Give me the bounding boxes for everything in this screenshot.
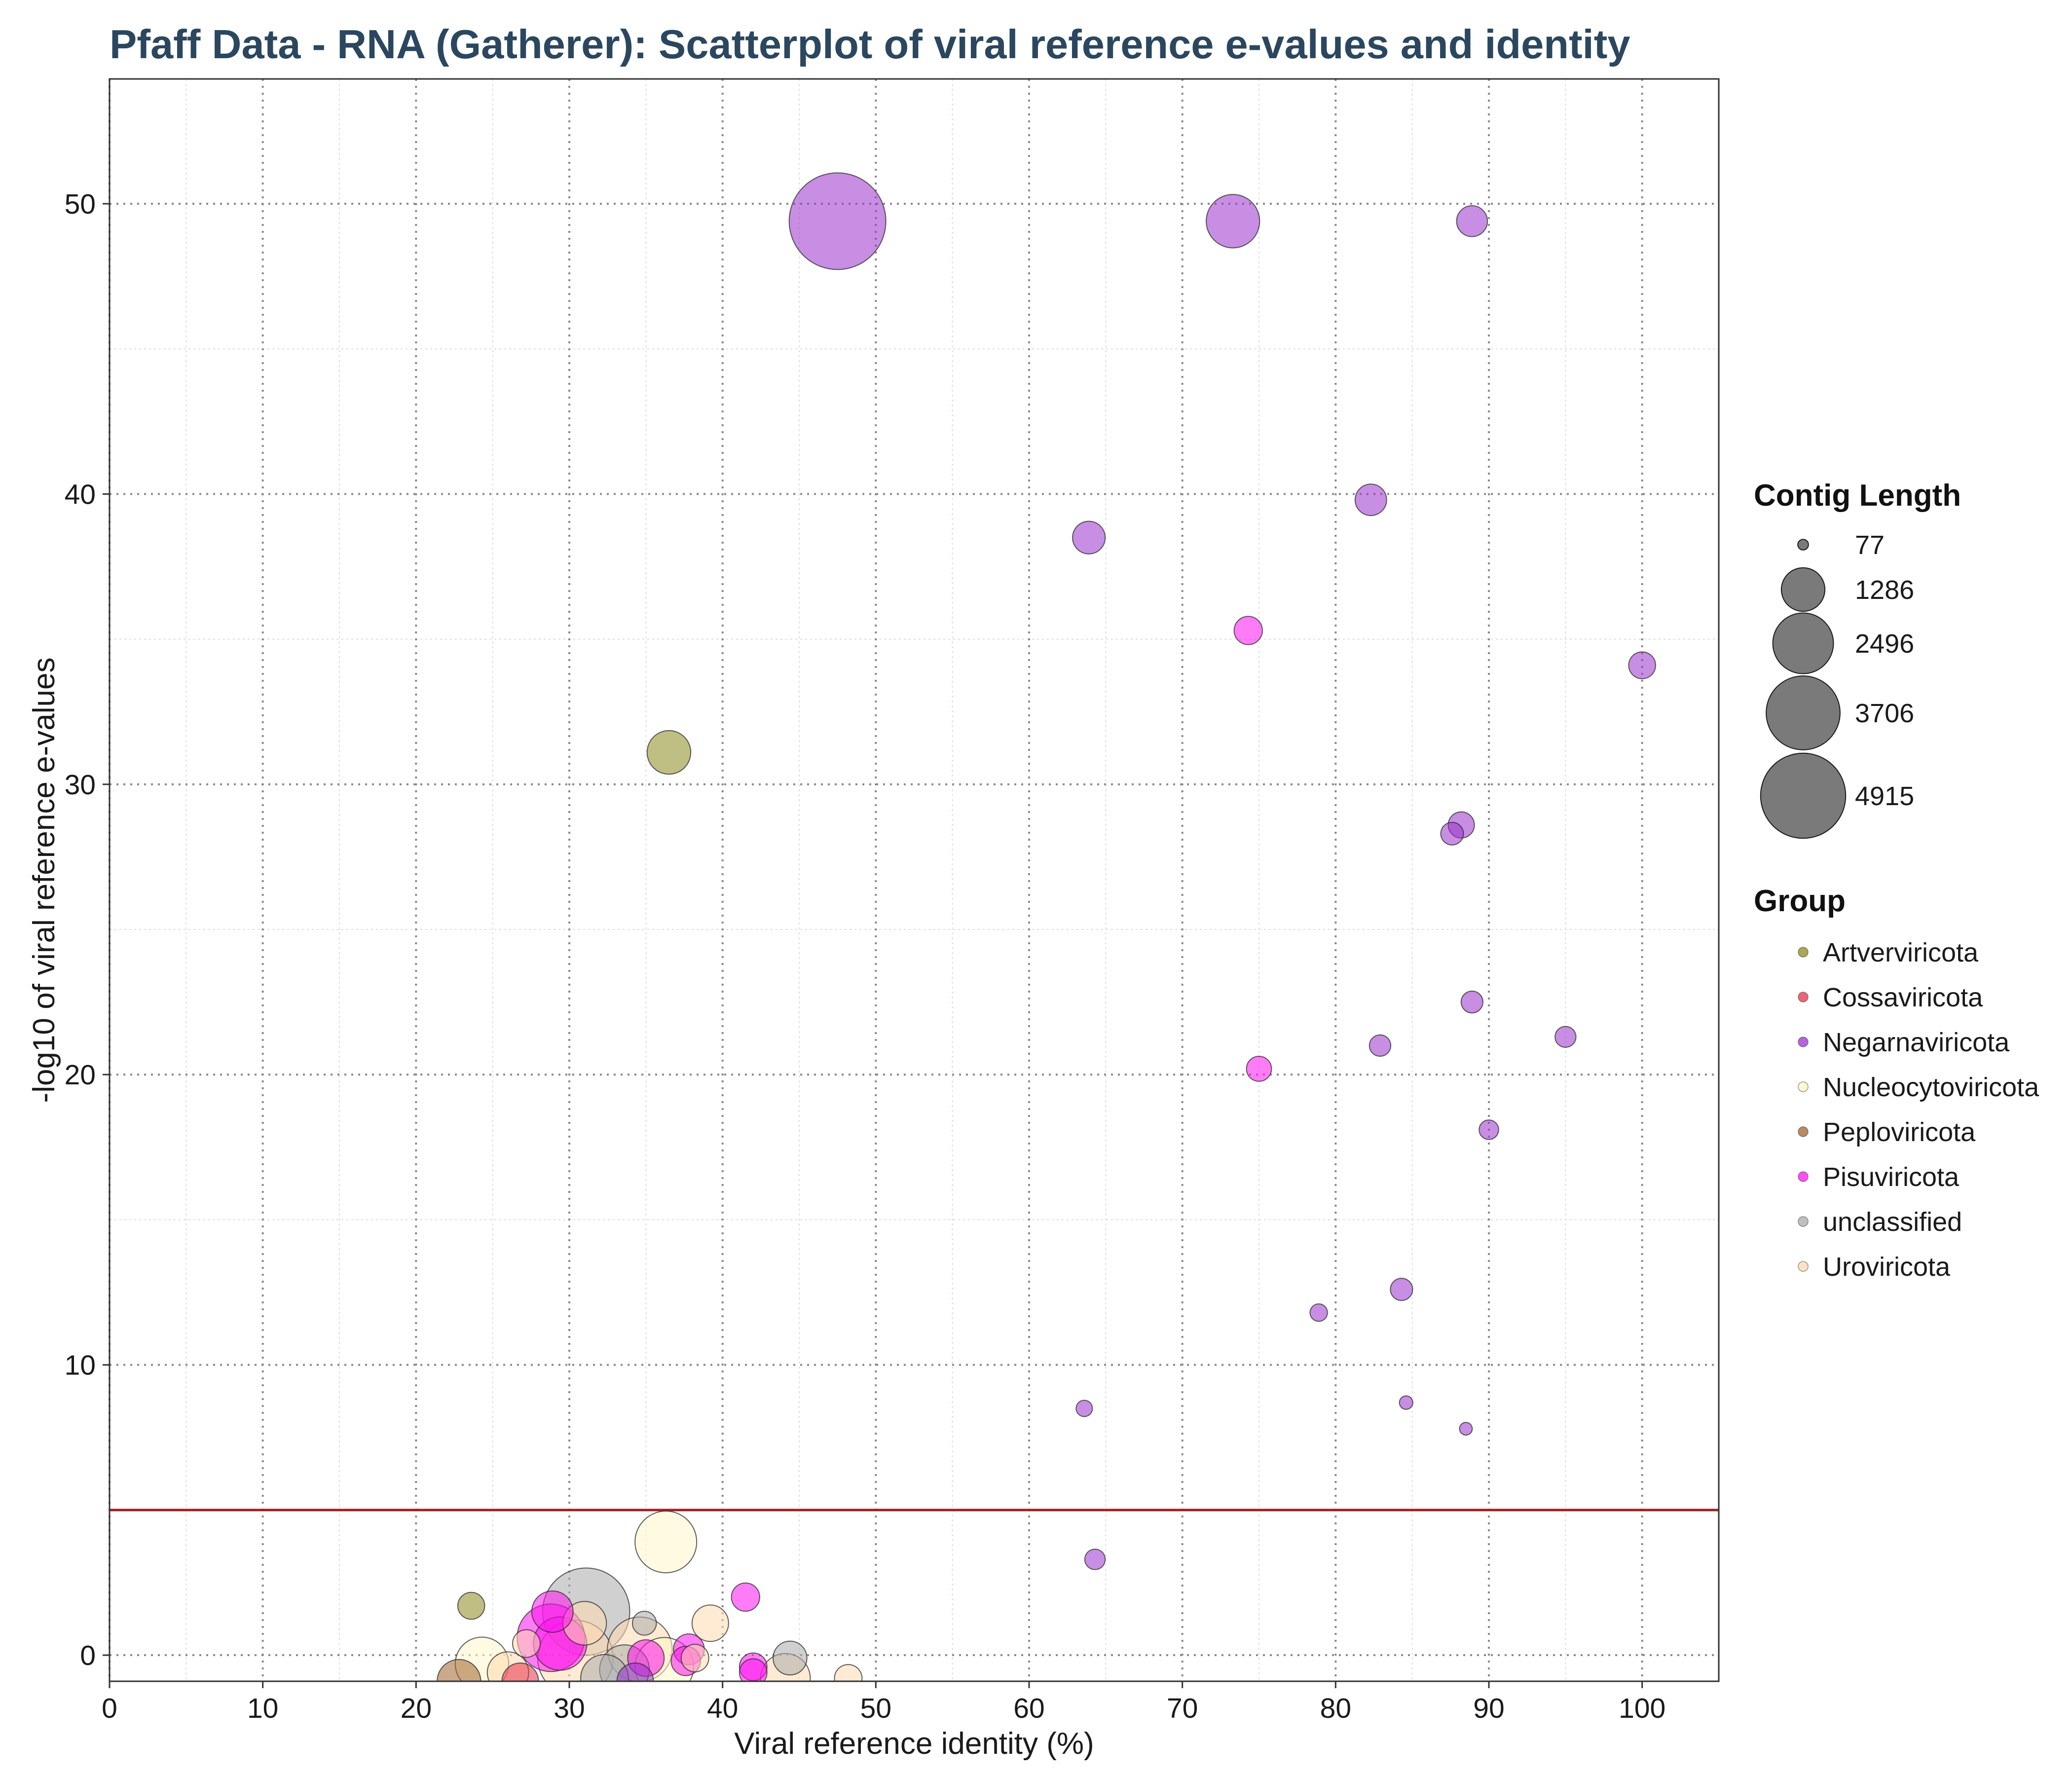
x-tick-label: 0 bbox=[102, 1693, 117, 1724]
size-legend-key bbox=[1772, 612, 1834, 674]
data-point bbox=[788, 172, 887, 270]
data-point bbox=[773, 1640, 808, 1676]
size-legend: Contig Length 77 1286 2496 3706 4915 bbox=[1754, 479, 1961, 839]
x-tick-label: 90 bbox=[1473, 1693, 1504, 1724]
data-point bbox=[731, 1582, 760, 1612]
data-point bbox=[1390, 1278, 1413, 1301]
data-point bbox=[1369, 1034, 1392, 1057]
group-legend-label: Cossaviricota bbox=[1823, 983, 1983, 1012]
x-tick-label: 10 bbox=[247, 1693, 278, 1724]
data-point bbox=[512, 1629, 541, 1658]
data-point bbox=[1072, 520, 1106, 555]
group-legend-label: Uroviricota bbox=[1823, 1252, 1951, 1282]
size-legend-label: 3706 bbox=[1855, 699, 1914, 728]
data-point bbox=[1479, 1119, 1499, 1140]
data-point bbox=[1554, 1026, 1577, 1048]
size-legend-key bbox=[1760, 752, 1847, 839]
x-tick-label: 80 bbox=[1320, 1693, 1351, 1724]
data-point bbox=[1459, 1422, 1473, 1436]
group-legend-label: Nucleocytoviricota bbox=[1823, 1073, 2039, 1102]
x-tick-label: 30 bbox=[554, 1693, 585, 1724]
data-point bbox=[1460, 991, 1483, 1014]
group-legend-title: Group bbox=[1754, 884, 1846, 918]
group-legend-key bbox=[1798, 1126, 1809, 1137]
group-legend: Group Artverviricota Cossaviricota Negarna… bbox=[1754, 884, 2039, 1282]
size-legend-label: 2496 bbox=[1855, 629, 1914, 659]
size-legend-label: 1286 bbox=[1855, 575, 1914, 605]
size-legend-title: Contig Length bbox=[1754, 479, 1961, 513]
group-legend-label: Peploviricota bbox=[1823, 1117, 1976, 1147]
data-point bbox=[691, 1604, 729, 1642]
data-point bbox=[634, 1511, 698, 1574]
group-legend-key bbox=[1798, 1171, 1809, 1182]
data-point bbox=[1309, 1303, 1328, 1322]
y-tick-label: 30 bbox=[65, 769, 96, 801]
x-axis: 0 10 20 30 40 50 60 70 80 90 100 bbox=[102, 1681, 1665, 1724]
data-point bbox=[834, 1664, 863, 1681]
data-point bbox=[1233, 616, 1263, 645]
data-point bbox=[501, 1663, 539, 1681]
data-point bbox=[1628, 651, 1656, 679]
plot-border bbox=[109, 78, 1720, 1682]
size-legend-label: 77 bbox=[1855, 530, 1885, 560]
y-axis-title: -log10 of viral reference e-values bbox=[27, 658, 61, 1103]
y-tick-label: 20 bbox=[65, 1059, 96, 1091]
group-legend-key bbox=[1798, 1261, 1809, 1272]
data-point bbox=[646, 730, 692, 775]
y-axis: 0 10 20 30 40 50 bbox=[65, 188, 110, 1671]
plot-area bbox=[110, 79, 1719, 1681]
x-tick-label: 20 bbox=[401, 1693, 432, 1724]
x-tick-label: 60 bbox=[1013, 1693, 1044, 1724]
size-legend-key bbox=[1766, 675, 1841, 750]
data-point bbox=[1354, 483, 1387, 517]
group-legend-label: Pisuviricota bbox=[1823, 1162, 1960, 1192]
y-tick-label: 40 bbox=[65, 479, 96, 510]
group-legend-label: Negarnaviricota bbox=[1823, 1028, 2010, 1057]
data-point bbox=[1440, 821, 1464, 846]
data-point bbox=[531, 1590, 574, 1633]
chart-title: Pfaff Data - RNA (Gatherer): Scatterplot… bbox=[110, 21, 1630, 67]
x-tick-label: 70 bbox=[1167, 1693, 1198, 1724]
group-legend-key bbox=[1798, 947, 1809, 958]
data-point bbox=[457, 1591, 485, 1620]
x-tick-label: 40 bbox=[707, 1693, 738, 1724]
data-points bbox=[437, 172, 1656, 1681]
group-legend-key bbox=[1798, 1081, 1809, 1092]
data-point bbox=[616, 1663, 654, 1681]
group-legend-key bbox=[1798, 1036, 1809, 1047]
group-legend-label: Artverviricota bbox=[1823, 938, 1979, 967]
x-tick-label: 100 bbox=[1619, 1693, 1665, 1724]
group-legend-key bbox=[1798, 1216, 1809, 1227]
x-tick-label: 50 bbox=[860, 1693, 891, 1724]
size-legend-key bbox=[1780, 567, 1826, 612]
data-point bbox=[1075, 1400, 1093, 1417]
data-point bbox=[1246, 1056, 1272, 1082]
data-point bbox=[1456, 205, 1488, 237]
data-point bbox=[1084, 1549, 1106, 1570]
size-legend-label: 4915 bbox=[1855, 781, 1914, 811]
data-point bbox=[680, 1643, 709, 1672]
y-tick-label: 50 bbox=[65, 188, 96, 220]
y-tick-label: 0 bbox=[80, 1640, 96, 1671]
data-point bbox=[739, 1658, 768, 1681]
data-point bbox=[632, 1611, 657, 1636]
size-legend-key bbox=[1797, 539, 1809, 551]
group-legend-key bbox=[1798, 992, 1809, 1002]
data-point bbox=[1399, 1395, 1413, 1410]
y-tick-label: 10 bbox=[65, 1350, 96, 1381]
x-axis-title: Viral reference identity (%) bbox=[734, 1727, 1094, 1761]
data-point bbox=[1206, 194, 1260, 249]
group-legend-label: unclassified bbox=[1823, 1207, 1962, 1237]
